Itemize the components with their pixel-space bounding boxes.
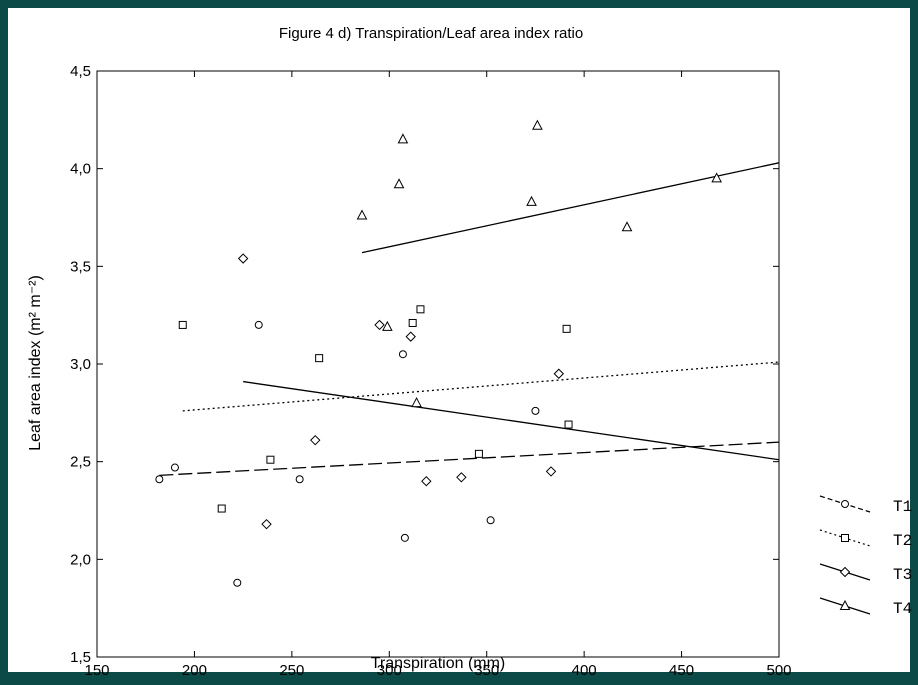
legend-label-t1: T1 xyxy=(893,498,912,516)
data-point-t2 xyxy=(178,320,187,329)
data-point-t4 xyxy=(356,209,368,220)
data-point-t1 xyxy=(254,320,263,329)
legend-marker-t1 xyxy=(841,500,849,508)
data-point-t1 xyxy=(531,406,540,415)
data-point-t4 xyxy=(411,396,422,408)
data-point-t3 xyxy=(261,518,272,530)
data-point-t2 xyxy=(474,449,483,458)
data-point-t4 xyxy=(532,119,543,130)
x-tick-label: 300 xyxy=(377,662,402,679)
chart-title: Figure 4 d) Transpiration/Leaf area inde… xyxy=(279,25,583,42)
legend-label-t4: T4 xyxy=(893,600,912,618)
x-axis: 150 200 250 300 350 400 450 500 xyxy=(84,71,792,679)
legend-marker-t2 xyxy=(841,534,849,542)
data-point-t3 xyxy=(545,466,557,477)
data-point-t3 xyxy=(456,472,467,483)
data-point-t3 xyxy=(310,434,321,446)
data-point-t4 xyxy=(526,195,537,206)
x-tick-label: 200 xyxy=(182,662,207,679)
legend-label-t2: T2 xyxy=(893,532,912,550)
data-point-t1 xyxy=(398,350,407,359)
y-tick-label: 3,5 xyxy=(70,258,91,275)
data-point-t2 xyxy=(416,305,425,314)
fit-line-t4 xyxy=(361,162,780,254)
data-points xyxy=(155,119,722,587)
x-tick-label: 350 xyxy=(474,662,499,679)
chart-background xyxy=(8,8,910,672)
x-tick-label: 500 xyxy=(766,662,791,679)
x-tick-label: 150 xyxy=(84,662,109,679)
data-point-t1 xyxy=(233,578,242,587)
legend-label-t3: T3 xyxy=(893,566,912,584)
legend-marker-t3 xyxy=(839,566,851,578)
legend-marker-t4 xyxy=(839,599,851,610)
y-tick-label: 2,0 xyxy=(70,551,91,568)
fit-line-t1 xyxy=(159,441,780,476)
data-point-t2 xyxy=(315,354,324,363)
fit-lines xyxy=(159,162,780,476)
x-tick-label: 450 xyxy=(669,662,694,679)
data-point-t1 xyxy=(155,475,164,484)
y-tick-label: 1,5 xyxy=(70,649,91,666)
data-point-t4 xyxy=(393,178,405,189)
y-tick-label: 2,5 xyxy=(70,454,91,471)
fit-line-t3 xyxy=(243,380,780,461)
data-point-t4 xyxy=(397,133,409,144)
data-point-t3 xyxy=(553,368,565,379)
data-point-t1 xyxy=(486,516,495,525)
data-point-t2 xyxy=(217,504,226,513)
data-point-t4 xyxy=(621,221,633,232)
x-tick-label: 250 xyxy=(279,662,304,679)
data-point-t1 xyxy=(295,475,304,484)
y-tick-label: 3,0 xyxy=(70,356,91,373)
data-point-t2 xyxy=(562,324,571,333)
data-point-t4 xyxy=(382,320,393,331)
y-axis-label: Leaf area index (m² m⁻²) xyxy=(27,275,44,451)
data-point-t3 xyxy=(405,331,416,342)
data-point-t3 xyxy=(237,253,249,264)
x-axis-label: Transpiration (mm) xyxy=(371,655,506,672)
data-point-t1 xyxy=(400,533,409,542)
data-point-t2 xyxy=(266,455,275,464)
data-point-t1 xyxy=(170,463,179,472)
data-point-t3 xyxy=(374,319,385,331)
data-point-t2 xyxy=(564,420,573,429)
data-point-t4 xyxy=(711,172,722,183)
y-axis: 1,5 2,0 2,5 3,0 3,5 4,0 4,5 xyxy=(70,63,779,666)
y-tick-label: 4,5 xyxy=(70,63,91,80)
legend: T1 T2 T3 T4 xyxy=(819,495,912,618)
data-point-t3 xyxy=(421,475,432,487)
y-tick-label: 4,0 xyxy=(70,161,91,178)
x-tick-label: 400 xyxy=(572,662,597,679)
data-point-t2 xyxy=(408,318,417,327)
